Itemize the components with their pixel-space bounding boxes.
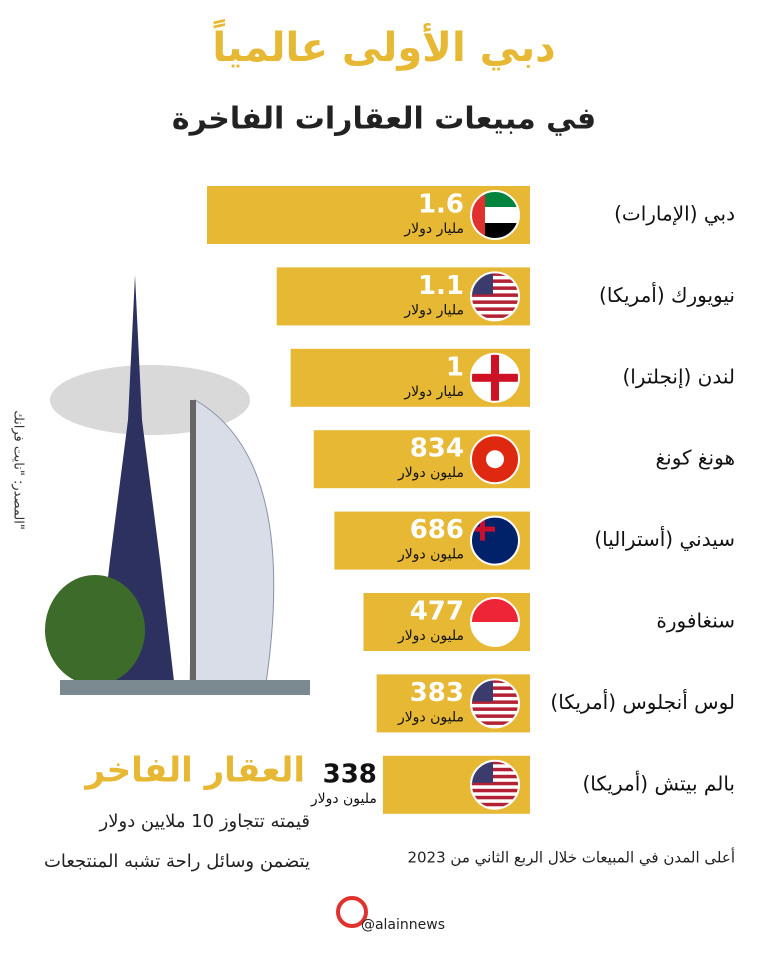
flag-border	[470, 759, 520, 810]
unit-label: مليار دولار	[403, 221, 464, 237]
value-label: 1.6	[418, 190, 464, 220]
value-label: 383	[410, 678, 464, 708]
flag	[471, 700, 519, 704]
source: المصدر: "نايت فرانك"	[11, 410, 26, 530]
unit-label: مليار دولار	[403, 302, 464, 318]
flag	[471, 435, 519, 484]
flag	[471, 293, 519, 297]
value-label: 477	[410, 597, 464, 627]
flag	[471, 686, 519, 690]
flag	[471, 781, 519, 786]
unit-label: مليون دولار	[397, 628, 464, 644]
flag	[471, 795, 519, 800]
value-label: 686	[410, 515, 464, 545]
flag	[471, 300, 519, 304]
flag	[471, 679, 519, 683]
unit-label: مليار دولار	[403, 384, 464, 400]
flag	[471, 693, 519, 697]
flag	[471, 774, 519, 779]
value-label: 1.1	[418, 271, 464, 301]
unit-label: مليون دولار	[397, 709, 464, 725]
flag	[471, 516, 519, 565]
category-label: لوس أنجلوس (أمريكا)	[550, 689, 735, 714]
flag	[471, 767, 519, 772]
unit-label: مليون دولار	[397, 547, 464, 563]
flag	[471, 721, 519, 725]
side-line: يتضمن وسائل راحة تشبه المنتجعات	[44, 851, 310, 872]
logo	[336, 896, 368, 928]
value-label: 1	[446, 352, 464, 382]
flag	[471, 279, 519, 283]
subtitle: في مبيعات العقارات الفاخرة	[172, 102, 596, 137]
flag	[471, 353, 519, 402]
flag	[471, 760, 519, 765]
category-label: دبي (الإمارات)	[614, 202, 735, 227]
flag	[471, 802, 519, 807]
unit-label: مليون دولار	[310, 791, 377, 807]
flag-border	[470, 515, 520, 566]
side-line: قيمته تتجاوز 10 ملايين دولار	[99, 811, 310, 832]
value-label: 338	[323, 759, 377, 789]
unit-label: مليون دولار	[397, 465, 464, 481]
flag	[480, 516, 485, 541]
flag-border	[470, 352, 520, 403]
category-label: هونغ كونغ	[655, 446, 735, 470]
flag	[486, 450, 504, 469]
towers-illustration	[45, 275, 310, 695]
category-label: بالم بيتش (أمريكا)	[582, 770, 735, 795]
flag	[471, 707, 519, 711]
flag	[471, 788, 519, 793]
category-label: سيدني (أستراليا)	[594, 526, 735, 552]
flag	[471, 598, 519, 622]
flag	[471, 272, 519, 276]
brand: @alainnews	[361, 917, 445, 933]
value-label: 834	[410, 434, 464, 464]
flag	[471, 272, 519, 321]
flag	[491, 353, 499, 402]
category-label: سنغافورة	[656, 609, 735, 633]
flag-border	[470, 190, 520, 240]
flag	[471, 307, 519, 311]
flag-border	[470, 271, 520, 322]
flag	[471, 314, 519, 318]
flag-border	[470, 434, 520, 485]
category-label: لندن (إنجلترا)	[622, 364, 735, 389]
flag	[471, 598, 519, 646]
flag-border	[470, 678, 520, 729]
flag	[471, 714, 519, 718]
title: دبي الأولى عالمياً	[212, 18, 555, 71]
flag	[471, 286, 519, 290]
note: أعلى المدن في المبيعات خلال الربع الثاني…	[407, 848, 735, 868]
side-title: العقار الفاخر	[83, 751, 305, 791]
flag-border	[470, 597, 520, 647]
category-label: نيويورك (أمريكا)	[599, 282, 735, 307]
